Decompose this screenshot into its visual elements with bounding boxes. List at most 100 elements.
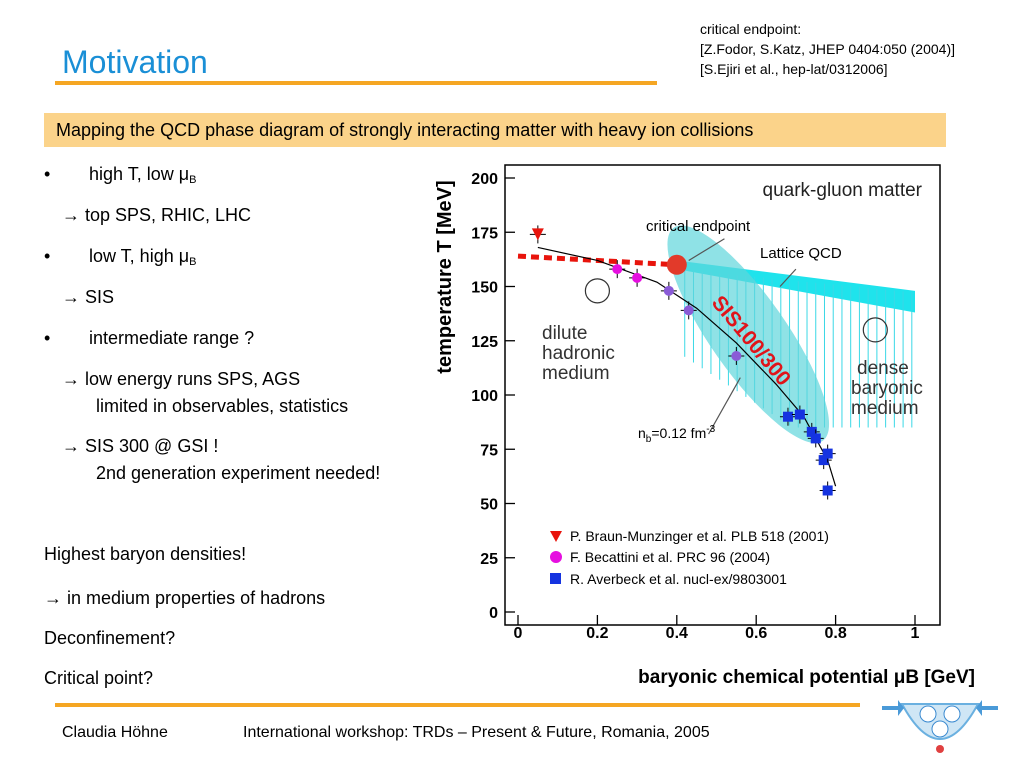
x-axis-label: baryonic chemical potential μB [GeV] bbox=[638, 667, 975, 688]
dilute-circle bbox=[584, 278, 611, 304]
y-tick-label: 125 bbox=[471, 334, 498, 351]
highlight-2: → in medium properties of hadrons bbox=[44, 588, 326, 608]
data-point-square bbox=[782, 411, 793, 422]
y-tick-label: 25 bbox=[480, 551, 498, 568]
bullet-low-t: low T, high μB bbox=[89, 246, 196, 268]
legend-marker-square bbox=[550, 573, 561, 584]
critical-endpoint-label: critical endpoint bbox=[646, 218, 751, 235]
footer-underline bbox=[55, 703, 860, 707]
legend-marker-triangle bbox=[550, 531, 562, 542]
data-point-circle bbox=[632, 272, 643, 283]
y-tick-label: 0 bbox=[489, 605, 498, 622]
x-tick-label: 0.6 bbox=[745, 625, 767, 642]
arrow-sis: → SIS bbox=[62, 287, 115, 307]
nb-label: nb=0.12 fm-3 bbox=[638, 424, 716, 445]
legend-entry-3: R. Averbeck et al. nucl-ex/9803001 bbox=[570, 571, 787, 587]
bullet-high-t: high T, low μB bbox=[89, 164, 196, 186]
x-tick-label: 0 bbox=[514, 625, 523, 642]
bullet-text: low T, high μ bbox=[89, 246, 190, 266]
highlight-1: Highest baryon densities! bbox=[44, 544, 247, 564]
nb-n: n bbox=[638, 425, 646, 441]
lattice-dashed-line bbox=[517, 253, 677, 268]
bullet-dot: • bbox=[44, 328, 51, 348]
y-tick-label: 100 bbox=[471, 388, 498, 405]
data-point-square bbox=[794, 409, 805, 420]
highlight-3: Deconfinement? bbox=[44, 628, 176, 648]
logo-particle bbox=[931, 720, 949, 738]
mu-subscript: B bbox=[189, 256, 197, 268]
dense-label-3: medium bbox=[851, 398, 919, 419]
logo-particle bbox=[943, 705, 961, 723]
cbm-logo bbox=[882, 700, 998, 753]
qgp-label: quark-gluon matter bbox=[763, 180, 923, 201]
nb-sub: b bbox=[646, 434, 652, 445]
logo-arrow-left bbox=[882, 700, 904, 716]
arrow-low-energy: → low energy runs SPS, AGS bbox=[62, 369, 301, 389]
logo-arrow-right bbox=[976, 700, 998, 716]
dense-label-2: baryonic bbox=[851, 378, 923, 399]
nb-val: =0.12 fm bbox=[651, 425, 706, 441]
data-point-square bbox=[818, 455, 829, 466]
lattice-band bbox=[676, 260, 915, 313]
y-tick-label: 50 bbox=[480, 497, 498, 514]
bullet-dot: • bbox=[44, 164, 51, 184]
y-tick-label: 75 bbox=[480, 442, 498, 459]
plot-area: 0 25 50 75 100 125 150 175 200 0 0.2 0.4 0.6 0.8 1 bbox=[471, 164, 941, 642]
x-tick-label: 0.8 bbox=[824, 625, 846, 642]
x-tick-label: 1 bbox=[911, 625, 920, 642]
bullet-text: high T, low μ bbox=[89, 164, 190, 184]
dilute-label-3: medium bbox=[542, 363, 610, 384]
footer-author: Claudia Höhne bbox=[62, 724, 168, 741]
sis-region bbox=[667, 225, 830, 443]
reference-line-2: [Z.Fodor, S.Katz, JHEP 0404:050 (2004)] bbox=[700, 41, 955, 57]
highlight-4: Critical point? bbox=[44, 668, 154, 688]
freezeout-curve bbox=[537, 246, 837, 487]
footer-event: International workshop: TRDs – Present &… bbox=[243, 724, 710, 741]
data-point-circle bbox=[663, 285, 674, 296]
nb-sup: -3 bbox=[706, 424, 715, 435]
reference-line-3: [S.Ejiri et al., hep-lat/0312006] bbox=[700, 61, 888, 77]
limited-text: limited in observables, statistics bbox=[96, 396, 349, 416]
critical-point bbox=[666, 254, 687, 275]
dilute-label-2: hadronic bbox=[542, 343, 615, 364]
topic-banner: Mapping the QCD phase diagram of strongl… bbox=[44, 113, 946, 147]
reference-block: critical endpoint: [Z.Fodor, S.Katz, JHE… bbox=[700, 19, 955, 79]
data-point-circle bbox=[612, 264, 623, 275]
nb-arrow bbox=[708, 377, 741, 435]
dense-label-1: dense bbox=[857, 358, 909, 379]
logo-dot bbox=[936, 745, 944, 753]
x-tick-label: 0.2 bbox=[586, 625, 608, 642]
critical-arrow bbox=[688, 238, 725, 261]
mu-subscript: B bbox=[189, 174, 197, 186]
data-point-square bbox=[810, 433, 821, 444]
legend-entry-2: F. Becattini et al. PRC 96 (2004) bbox=[570, 549, 770, 565]
data-point-circle bbox=[683, 305, 694, 316]
arrow-sis300: → SIS 300 @ GSI ! bbox=[62, 436, 219, 456]
bullet-dot: • bbox=[44, 246, 51, 266]
bullet-intermediate: intermediate range ? bbox=[89, 328, 255, 348]
slide-title: Motivation bbox=[62, 44, 208, 80]
sis-label: SIS100/300 bbox=[707, 291, 795, 390]
logo-particle bbox=[919, 705, 937, 723]
dilute-label-1: dilute bbox=[542, 323, 587, 344]
reference-line-1: critical endpoint: bbox=[700, 21, 802, 37]
y-axis-label-group: temperature T [MeV] bbox=[434, 180, 456, 373]
y-axis-label: temperature T [MeV] bbox=[434, 180, 456, 373]
lattice-arrow bbox=[779, 268, 797, 287]
x-tick-label: 0.4 bbox=[666, 625, 688, 642]
data-point-triangle bbox=[531, 228, 544, 241]
experiment-text: 2nd generation experiment needed! bbox=[96, 463, 381, 483]
data-point-circle bbox=[731, 350, 742, 361]
y-tick-label: 175 bbox=[471, 225, 498, 242]
title-underline bbox=[55, 81, 657, 85]
data-point-square bbox=[822, 485, 833, 496]
y-tick-label: 200 bbox=[471, 171, 498, 188]
arrow-top-sps: → top SPS, RHIC, LHC bbox=[62, 205, 252, 225]
lattice-qcd-label: Lattice QCD bbox=[760, 245, 842, 262]
y-tick-label: 150 bbox=[471, 280, 498, 297]
legend-marker-circle bbox=[550, 551, 562, 563]
dense-circle bbox=[862, 317, 888, 343]
data-point-square bbox=[806, 426, 817, 437]
legend-entry-1: P. Braun-Munzinger et al. PLB 518 (2001) bbox=[570, 528, 829, 544]
plot-frame bbox=[504, 164, 941, 626]
